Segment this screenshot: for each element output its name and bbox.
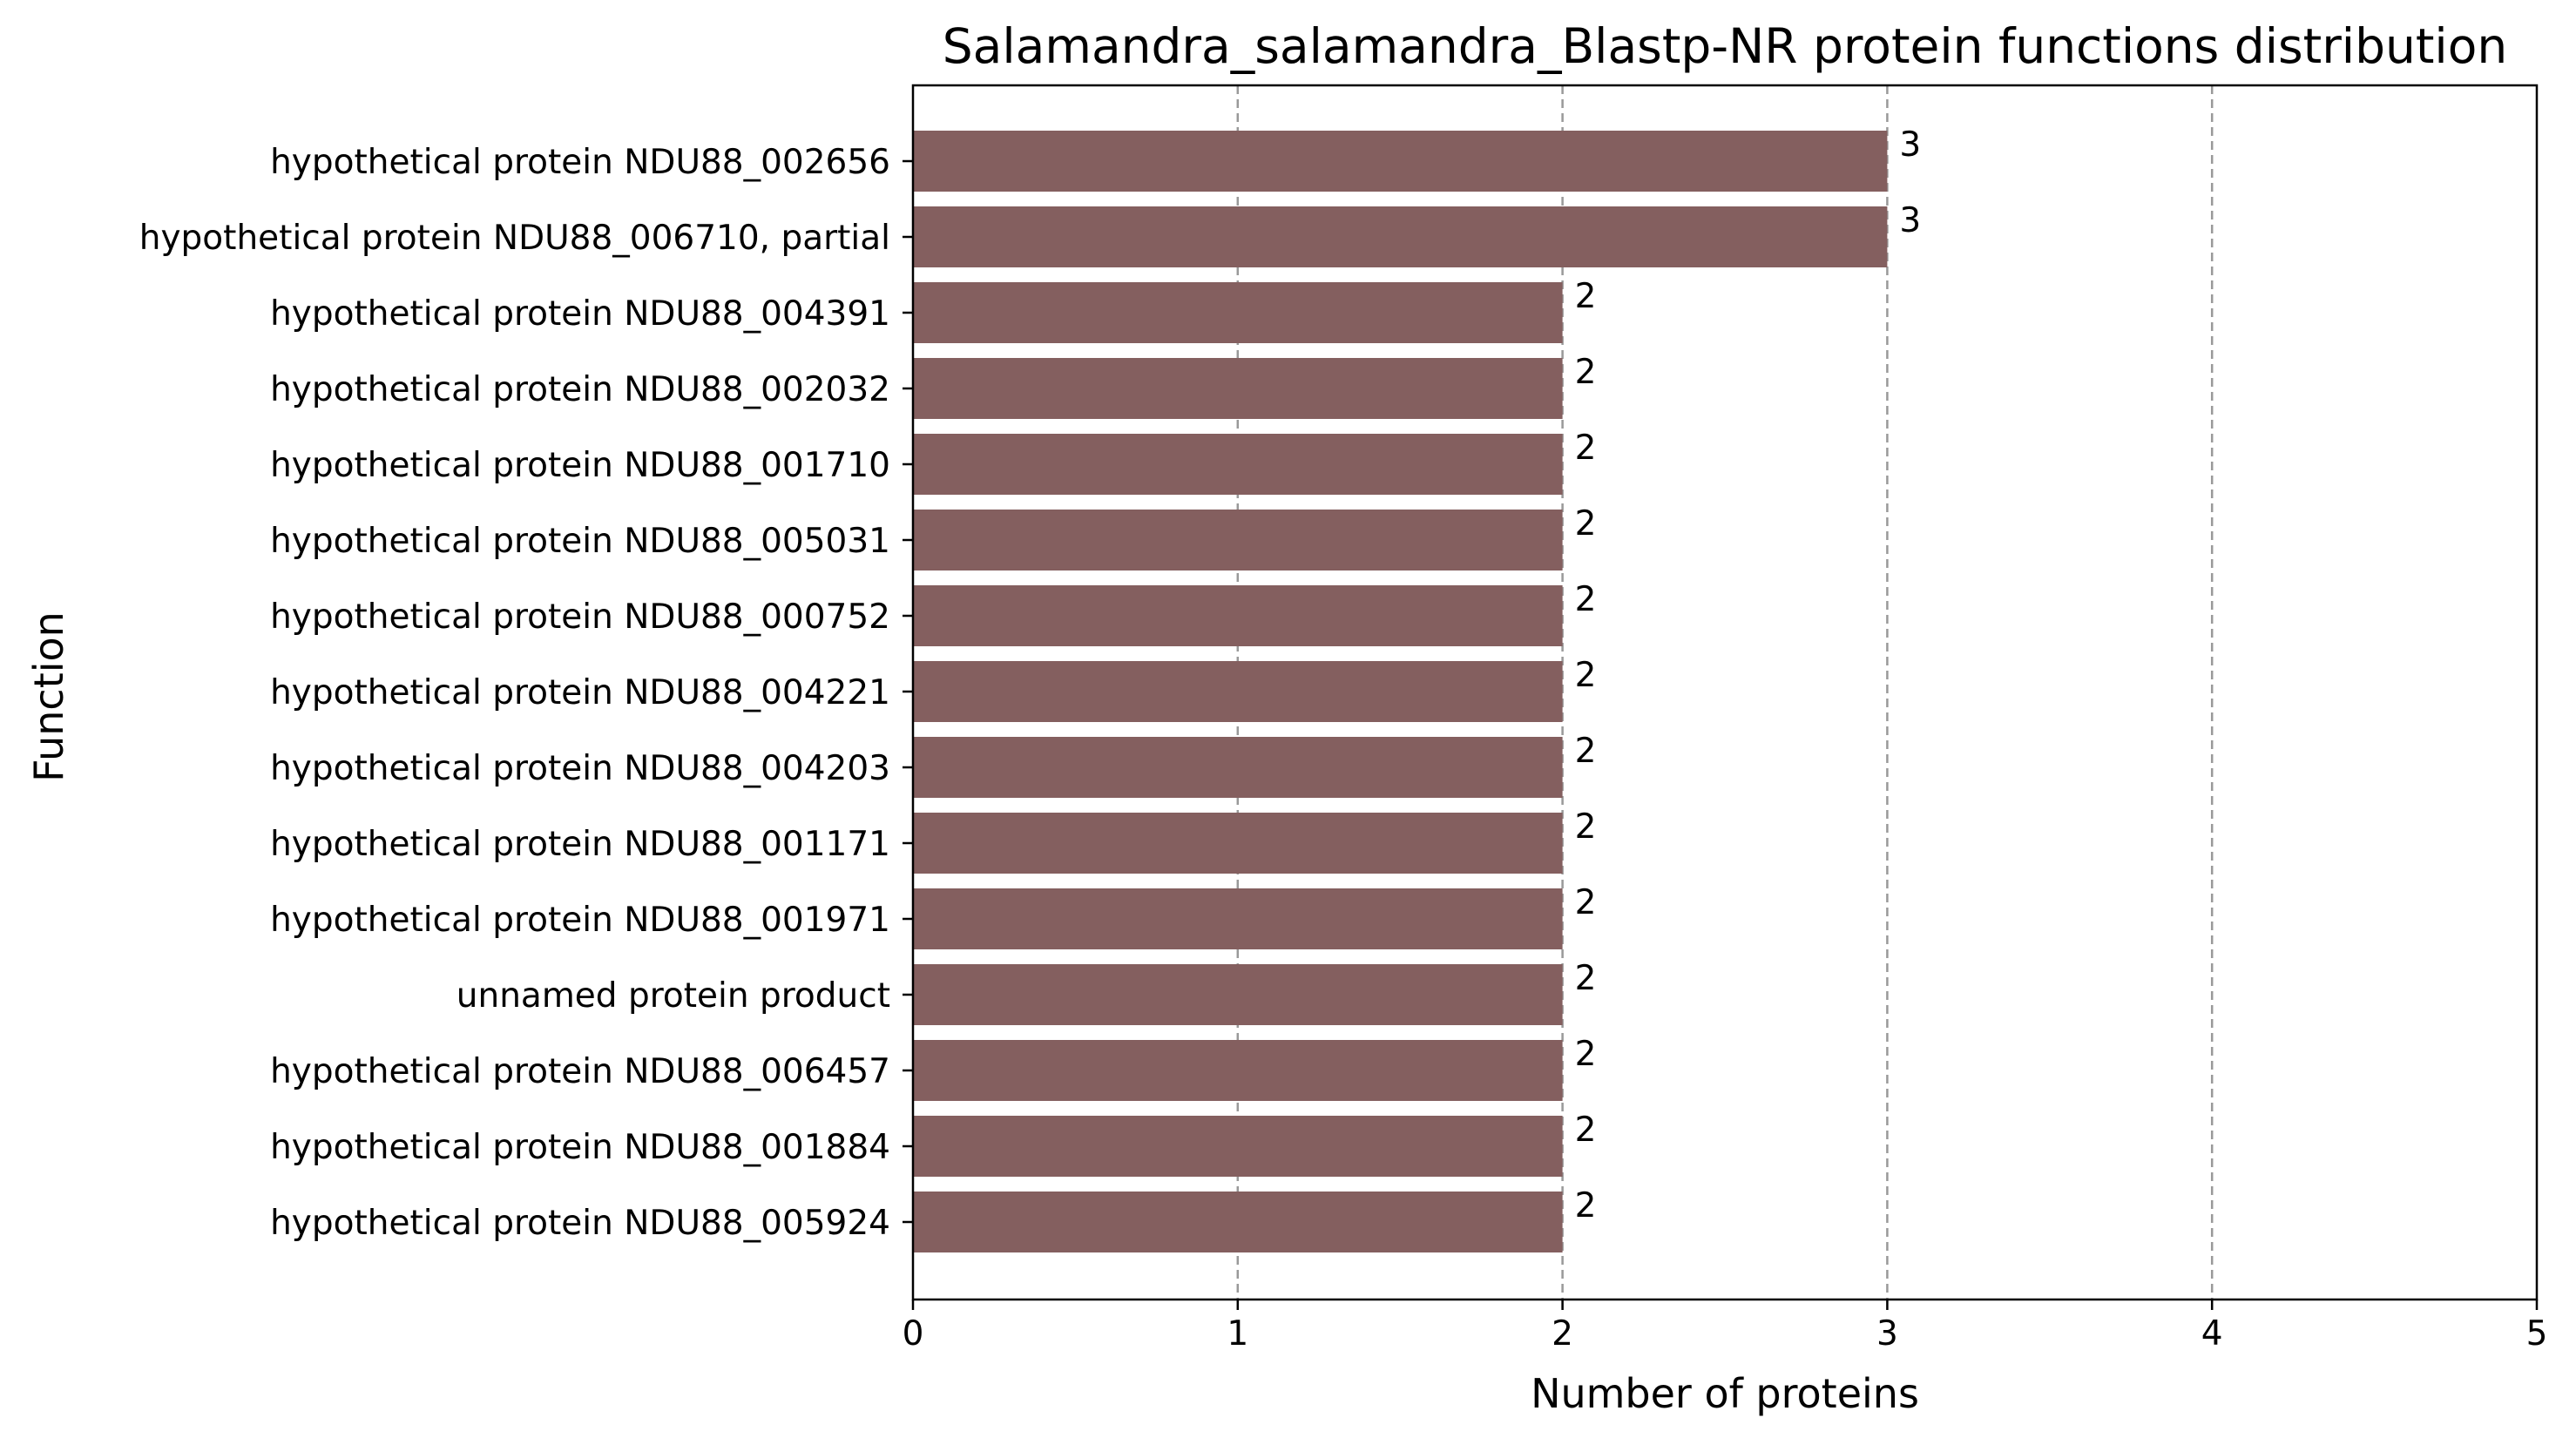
bar-value-label: 3 — [1899, 201, 1921, 240]
x-tick-label: 1 — [1227, 1314, 1248, 1354]
bar — [913, 585, 1563, 646]
y-tick-label: hypothetical protein NDU88_004391 — [270, 294, 890, 334]
x-axis-ticks: 0 1 2 3 4 5 — [903, 1300, 2548, 1354]
x-tick-label: 0 — [903, 1314, 924, 1354]
bar — [913, 206, 1888, 267]
bars — [913, 131, 1888, 1252]
x-tick-label: 3 — [1876, 1314, 1898, 1354]
y-tick-label: unnamed protein product — [456, 976, 890, 1016]
y-tick-label: hypothetical protein NDU88_001710 — [270, 446, 890, 485]
bar-value-label: 2 — [1575, 580, 1597, 619]
y-tick-label: hypothetical protein NDU88_005031 — [270, 522, 890, 561]
y-tick-label: hypothetical protein NDU88_004203 — [270, 749, 890, 788]
bar — [913, 964, 1563, 1025]
y-tick-label: hypothetical protein NDU88_006710, parti… — [139, 219, 890, 258]
bar — [913, 131, 1888, 192]
bar-value-label: 2 — [1575, 277, 1597, 316]
bar-value-label: 2 — [1575, 1111, 1597, 1150]
bar — [913, 434, 1563, 495]
y-tick-label: hypothetical protein NDU88_001171 — [270, 825, 890, 864]
y-tick-label: hypothetical protein NDU88_005924 — [270, 1204, 890, 1243]
y-tick-label: hypothetical protein NDU88_002656 — [270, 143, 890, 182]
bar — [913, 888, 1563, 949]
x-tick-label: 5 — [2526, 1314, 2548, 1354]
y-tick-label: hypothetical protein NDU88_006457 — [270, 1052, 890, 1091]
bar — [913, 358, 1563, 419]
bar — [913, 1116, 1563, 1177]
y-tick-label: hypothetical protein NDU88_001884 — [270, 1128, 890, 1167]
x-axis-label: Number of proteins — [1531, 1370, 1919, 1417]
bar-value-label: 2 — [1575, 807, 1597, 847]
bar-value-label: 2 — [1575, 353, 1597, 392]
bar-value-label: 2 — [1575, 1035, 1597, 1074]
y-tick-label: hypothetical protein NDU88_004221 — [270, 673, 890, 712]
bar — [913, 737, 1563, 798]
bar-value-label: 2 — [1575, 429, 1597, 468]
y-tick-label: hypothetical protein NDU88_000752 — [270, 597, 890, 637]
y-axis-label: Function — [25, 611, 72, 782]
bar-value-label: 2 — [1575, 504, 1597, 543]
x-tick-label: 4 — [2201, 1314, 2223, 1354]
bar — [913, 282, 1563, 343]
bar-value-label: 2 — [1575, 656, 1597, 695]
bar-value-label: 3 — [1899, 125, 1921, 165]
bar — [913, 1192, 1563, 1252]
bar — [913, 661, 1563, 722]
y-tick-label: hypothetical protein NDU88_002032 — [270, 370, 890, 409]
bar-value-label: 2 — [1575, 883, 1597, 922]
bar — [913, 813, 1563, 874]
chart-title: Salamandra_salamandra_Blastp-NR protein … — [943, 18, 2507, 74]
x-tick-label: 2 — [1552, 1314, 1573, 1354]
y-tick-label: hypothetical protein NDU88_001971 — [270, 901, 890, 940]
data-labels: 3 3 2 2 2 2 2 2 2 2 2 2 2 2 2 — [1575, 125, 1922, 1225]
bar — [913, 510, 1563, 570]
bar-value-label: 2 — [1575, 732, 1597, 771]
bar-value-label: 2 — [1575, 959, 1597, 998]
bar-value-label: 2 — [1575, 1186, 1597, 1225]
y-axis-ticks: hypothetical protein NDU88_002656hypothe… — [139, 143, 913, 1243]
bar — [913, 1040, 1563, 1101]
